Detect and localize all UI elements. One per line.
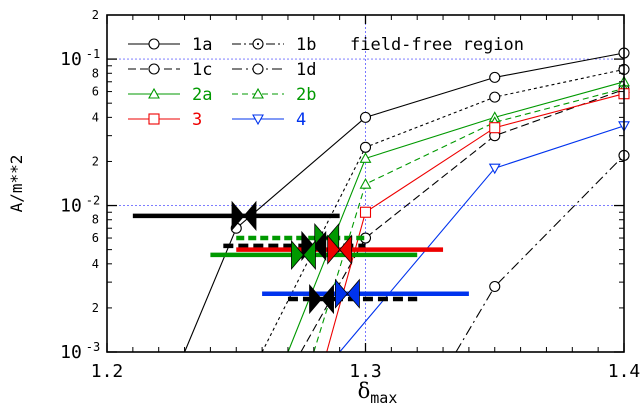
legend-marker-1d [252, 63, 264, 75]
legend-label-1c: 1c [192, 60, 212, 80]
series-unnamed-point [359, 141, 372, 153]
x-tick-label: 1.2 [91, 361, 124, 382]
legend: 1a 1b 1c 1d 2a 2b 3 4 [128, 35, 316, 130]
series-4-line [339, 125, 625, 353]
bowtie-right-0 [243, 200, 257, 231]
x-axis-label-subscript: max [370, 389, 397, 407]
y-tick-exponent: -3 [86, 340, 100, 354]
bowtie-left-3 [327, 234, 341, 265]
bowtie-right-3 [339, 234, 353, 265]
series-1c-line [300, 88, 625, 353]
y-tick-label: 10 [60, 342, 82, 363]
y-minor-tick-label: 4 [92, 257, 99, 271]
legend-marker-4 [252, 114, 264, 126]
series-unnamed-point [489, 91, 501, 103]
y-minor-tick-label: 4 [92, 110, 99, 124]
series-lines [184, 47, 630, 353]
series-4-point [488, 163, 501, 175]
series-1a-point [359, 111, 372, 123]
field-free-annotation: field-free region [350, 35, 524, 55]
y-minor-tick-label: 8 [92, 66, 99, 80]
bowtie-left-5 [335, 278, 348, 309]
bowtie-left-6 [309, 283, 323, 315]
bowtie-right-2 [313, 230, 327, 262]
y-axis-label: A/m**2 [7, 155, 26, 213]
bowtie-left-0 [231, 200, 245, 231]
x-axis-label-symbol: δ [358, 379, 371, 403]
y-tick-label: 10 [60, 196, 82, 217]
bowtie-right-5 [346, 278, 360, 309]
series-2b-line [313, 87, 625, 353]
bowtie-right-6 [321, 283, 334, 315]
legend-label-2b: 2b [296, 85, 316, 105]
legend-marker-2b [252, 87, 264, 99]
legend-marker-1b-dot [256, 42, 260, 46]
y-minor-tick-label: 2 [92, 154, 99, 168]
series-2a-point [359, 152, 372, 163]
y-tick-label: 10 [60, 49, 82, 70]
y-minor-tick-label: 8 [92, 213, 99, 227]
y-minor-tick-label: 2 [92, 8, 99, 22]
legend-marker-1c [148, 63, 160, 75]
y-minor-tick-label: 6 [92, 231, 99, 245]
y-tick-exponent: -2 [86, 194, 100, 208]
legend-label-3: 3 [192, 110, 202, 130]
series-1a-line [184, 52, 625, 353]
legend-marker-1a [148, 38, 160, 50]
bowtie-markers [231, 200, 360, 315]
bowtie-right-4 [302, 239, 316, 271]
axis-ticks: 1.2 1.3 1.4 10 -3 10 -2 10 -1 2 4 6 8 2 4 6 8 2 [60, 8, 640, 382]
bowtie-left-4 [291, 239, 304, 271]
legend-label-1d: 1d [296, 60, 316, 80]
series-3-point [489, 122, 501, 134]
series-1d-line [455, 155, 625, 353]
legend-label-4: 4 [296, 110, 306, 130]
series-2b-point [359, 178, 372, 189]
series-3-line [326, 93, 625, 353]
y-tick-exponent: -1 [86, 47, 100, 61]
legend-label-1a: 1a [192, 35, 212, 55]
x-tick-label: 1.3 [349, 361, 382, 382]
legend-marker-2a [148, 87, 160, 99]
legend-marker-3 [148, 113, 160, 125]
legend-label-2a: 2a [192, 85, 212, 105]
series-3-point [359, 206, 372, 218]
legend-label-1b: 1b [296, 35, 316, 55]
series-1d-point [489, 280, 501, 293]
y-minor-tick-label: 6 [92, 85, 99, 99]
y-minor-tick-label: 2 [92, 301, 99, 315]
series-1a-point [489, 71, 501, 83]
x-tick-label: 1.4 [608, 361, 640, 382]
x-axis-label: δmax [358, 379, 398, 407]
